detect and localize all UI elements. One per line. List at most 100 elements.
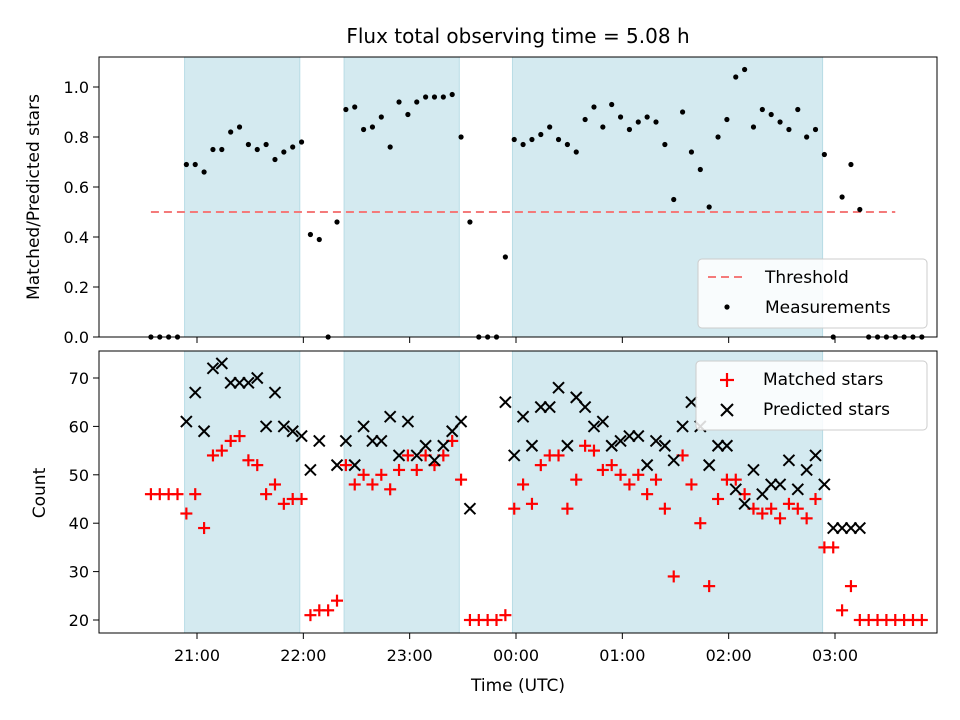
measurement-point <box>201 169 207 175</box>
top-legend: Threshold Measurements <box>697 258 928 329</box>
legend-predicted-label: Predicted stars <box>763 400 890 420</box>
y-tick-label: 0.0 <box>64 328 89 347</box>
predicted-star-point <box>330 458 344 472</box>
predicted-star-mark <box>366 434 379 448</box>
predicted-star-mark <box>809 449 822 462</box>
predicted-star-point <box>729 483 742 496</box>
y-tick-label: 60 <box>69 417 89 436</box>
predicted-star-point <box>215 357 229 370</box>
measurement-point <box>857 206 863 213</box>
measurement-point <box>440 94 446 100</box>
measurement-point <box>617 114 624 120</box>
matched-star-point <box>703 580 716 593</box>
predicted-star-point <box>259 420 273 433</box>
legend-threshold-label: Threshold <box>764 268 849 288</box>
measurement-point <box>812 126 819 133</box>
measurement-point <box>272 156 278 163</box>
matched-star-point <box>800 512 813 525</box>
observing-interval <box>184 350 301 634</box>
predicted-star-point <box>782 454 796 467</box>
matched-star-point <box>579 439 592 452</box>
predicted-star-point <box>206 362 220 375</box>
measurement-point <box>405 111 411 118</box>
predicted-star-point <box>410 449 423 462</box>
predicted-star-point <box>711 439 725 452</box>
predicted-star-mark <box>180 415 193 428</box>
x-tick-label: 23:00 <box>387 646 433 665</box>
matched-star-point <box>667 570 680 583</box>
matched-star-point <box>322 604 335 617</box>
legend-matched-label: Matched stars <box>763 370 883 390</box>
measurement-point <box>352 104 358 110</box>
predicted-star-point <box>676 420 689 433</box>
measurement-point <box>387 144 393 150</box>
predicted-star-point <box>809 449 822 462</box>
measurement-point <box>848 161 854 168</box>
predicted-star-point <box>827 521 840 535</box>
predicted-star-point <box>339 434 353 448</box>
matched-star-point <box>517 478 530 491</box>
matched-star-point <box>215 444 228 457</box>
predicted-star-point <box>623 429 636 443</box>
bottom-plot-frame <box>98 350 938 634</box>
predicted-star-mark <box>304 463 317 477</box>
top-x-ticks <box>196 337 836 343</box>
predicted-star-mark <box>596 415 610 428</box>
chart-title: Flux total observing time = 5.08 h <box>346 24 689 48</box>
matched-star-point <box>171 488 184 501</box>
predicted-star-point <box>525 439 539 452</box>
x-tick-label: 03:00 <box>812 646 858 665</box>
measurement-point <box>298 139 305 145</box>
predicted-star-point <box>738 497 751 511</box>
matched-star-point <box>774 512 787 525</box>
matched-star-point <box>641 488 654 501</box>
predicted-star-mark <box>561 439 574 452</box>
matched-star-point <box>384 483 397 496</box>
predicted-star-mark <box>392 449 406 462</box>
predicted-star-point <box>463 502 477 515</box>
measurement-point <box>281 149 287 155</box>
predicted-star-point <box>844 521 858 535</box>
matched-star-point <box>348 478 361 491</box>
predicted-star-mark <box>773 478 787 491</box>
predicted-star-point <box>189 386 202 399</box>
predicted-star-mark <box>720 439 734 452</box>
measurement-point <box>511 136 517 143</box>
measurement-point <box>502 254 508 260</box>
predicted-star-point <box>632 429 645 443</box>
predicted-star-point <box>543 400 556 414</box>
predicted-star-point <box>596 415 610 428</box>
measurement-point <box>795 106 801 113</box>
y-tick-label: 0.4 <box>64 228 89 247</box>
matched-star-point <box>357 468 370 481</box>
measurement-point <box>228 129 234 135</box>
top-y-ticks: 0.0 0.2 0.4 0.6 0.8 1.0 <box>64 78 99 347</box>
predicted-star-mark <box>782 454 796 467</box>
measurement-point <box>290 144 296 150</box>
predicted-star-mark <box>428 454 441 467</box>
matched-star-point <box>295 493 308 505</box>
predicted-star-mark <box>197 425 211 438</box>
measurement-point <box>183 161 189 168</box>
measurement-point <box>423 94 429 100</box>
predicted-star-mark <box>295 429 308 443</box>
predicted-star-mark <box>383 410 397 423</box>
predicted-star-point <box>286 425 299 438</box>
measurement-point <box>733 74 739 80</box>
predicted-star-mark <box>827 521 840 535</box>
matched-star-point <box>915 614 928 626</box>
matched-star-point <box>525 497 538 510</box>
predicted-star-point <box>251 371 264 385</box>
x-tick-label: 01:00 <box>599 646 645 665</box>
predicted-star-point <box>561 439 574 452</box>
measurement-point <box>591 104 597 110</box>
measurement-point <box>192 161 198 168</box>
predicted-star-point <box>357 420 370 433</box>
predicted-star-point <box>295 429 308 443</box>
predicted-star-point <box>348 458 361 472</box>
x-tick-label: 00:00 <box>493 646 539 665</box>
predicted-star-point <box>747 463 760 477</box>
measurement-point <box>343 106 349 113</box>
matched-star-point <box>331 594 344 607</box>
predicted-star-mark <box>410 449 423 462</box>
